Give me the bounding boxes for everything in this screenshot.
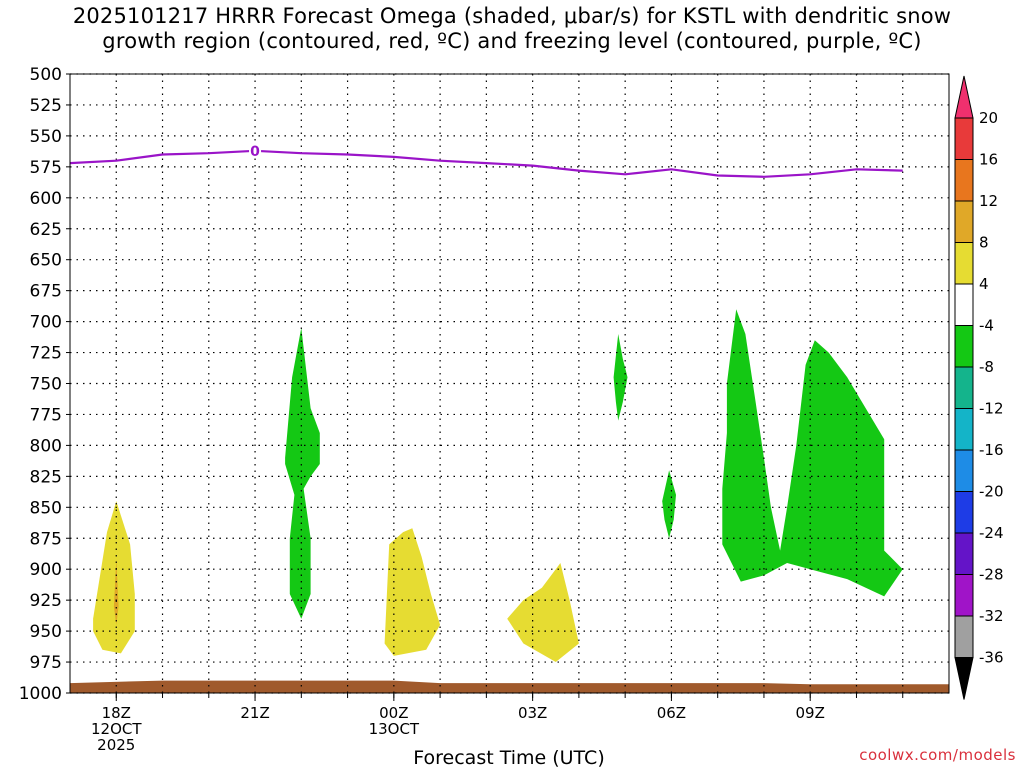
freezing-level-layer: 0 <box>69 141 903 178</box>
colorbar-label--24: -24 <box>979 524 1004 542</box>
omega-region-sink-04z <box>613 334 628 421</box>
omega-region-rise-03z <box>507 563 579 662</box>
freezing-level-label-bg <box>249 141 262 158</box>
x-tick-label-18Z-1: 12OCT <box>91 720 142 738</box>
y-axis: 500 525 550 575 600 625 650 675 700 725 750 775 800 8… <box>19 65 70 704</box>
y-tick-label-1000: 1000 <box>19 684 62 704</box>
colorbar-label--12: -12 <box>979 400 1004 418</box>
chart-title: 2025101217 HRRR Forecast Omega (shaded, … <box>0 4 1024 54</box>
colorbar-label-4: 4 <box>979 275 989 293</box>
y-tick-label-525: 525 <box>30 96 62 116</box>
colorbar-bin-11 <box>954 532 974 575</box>
colorbar-bin-7 <box>954 366 974 409</box>
chart-title-line-1: 2025101217 HRRR Forecast Omega (shaded, … <box>72 4 952 28</box>
colorbar-label--4: -4 <box>979 317 994 335</box>
y-tick-label-700: 700 <box>30 313 62 333</box>
y-tick-label-925: 925 <box>30 591 62 611</box>
colorbar-top-arrow <box>954 75 974 119</box>
colorbar-bin-12 <box>954 574 974 617</box>
y-tick-label-600: 600 <box>30 189 62 209</box>
y-tick-label-800: 800 <box>30 436 62 456</box>
colorbar-bin-6 <box>954 325 974 368</box>
y-tick-label-625: 625 <box>30 220 62 240</box>
freezing-level-label: 0 <box>250 144 260 160</box>
x-tick-label-21Z-0: 21Z <box>240 704 269 722</box>
y-tick-label-675: 675 <box>30 282 62 302</box>
x-tick-label-06Z-0: 06Z <box>657 704 686 722</box>
colorbar-bin-10 <box>954 491 974 534</box>
watermark: coolwx.com/models <box>859 746 1016 764</box>
colorbar-label--36: -36 <box>979 649 1004 667</box>
y-tick-label-575: 575 <box>30 158 62 178</box>
y-tick-label-975: 975 <box>30 653 62 673</box>
colorbar-bin-9 <box>954 449 974 492</box>
colorbar: 20 16 12 8 4 -4 -8 -12 -16 -20 -24 -28 -32 -36 <box>954 75 1004 700</box>
colorbar-label-12: 12 <box>979 192 998 210</box>
colorbar-bin-13 <box>954 615 974 658</box>
y-tick-label-875: 875 <box>30 529 62 549</box>
y-tick-label-500: 500 <box>30 65 62 85</box>
y-tick-label-825: 825 <box>30 467 62 487</box>
colorbar-bin-4 <box>954 242 974 285</box>
y-tick-label-950: 950 <box>30 622 62 642</box>
ground-fill <box>70 680 949 693</box>
colorbar-bottom-arrow <box>954 657 974 700</box>
omega-region-sink-05z <box>662 470 676 539</box>
colorbar-label--8: -8 <box>979 358 994 376</box>
colorbar-label--20: -20 <box>979 483 1004 501</box>
chart-title-line-2: growth region (contoured, red, ºC) and f… <box>102 29 922 53</box>
omega-region-rise-18z <box>93 501 135 654</box>
freezing-level-line <box>69 149 903 178</box>
y-tick-label-550: 550 <box>30 127 62 147</box>
omega-region-rise-18z-core <box>113 559 119 625</box>
x-tick-label-18Z-2: 2025 <box>97 736 135 754</box>
colorbar-bin-5 <box>954 283 974 326</box>
colorbar-bin-2 <box>954 159 974 202</box>
x-tick-label-00Z-0: 00Z <box>379 704 408 722</box>
omega-region-rise-00z <box>384 528 441 656</box>
ground-layer <box>70 680 949 693</box>
y-tick-label-725: 725 <box>30 344 62 364</box>
y-tick-label-850: 850 <box>30 498 62 518</box>
colorbar-bin-3 <box>954 200 974 243</box>
omega-region-sink-07z-10z <box>722 309 903 597</box>
x-tick-label-18Z-0: 18Z <box>102 704 131 722</box>
colorbar-bin-1 <box>954 117 974 160</box>
y-tick-label-775: 775 <box>30 405 62 425</box>
y-tick-label-900: 900 <box>30 560 62 580</box>
colorbar-label-20: 20 <box>979 109 998 127</box>
y-tick-label-750: 750 <box>30 375 62 395</box>
x-axis-label: Forecast Time (UTC) <box>413 747 604 768</box>
y-tick-label-650: 650 <box>30 251 62 271</box>
omega-shaded-regions <box>93 309 903 662</box>
omega-region-sink-22z <box>285 327 320 619</box>
x-tick-label-09Z-0: 09Z <box>796 704 825 722</box>
x-tick-label-03Z-0: 03Z <box>518 704 547 722</box>
colorbar-label--32: -32 <box>979 607 1004 625</box>
colorbar-label-16: 16 <box>979 151 998 169</box>
colorbar-bin-8 <box>954 408 974 451</box>
colorbar-label-8: 8 <box>979 234 989 252</box>
colorbar-label--16: -16 <box>979 441 1004 459</box>
colorbar-label--28: -28 <box>979 566 1004 584</box>
x-tick-label-00Z-1: 13OCT <box>369 720 420 738</box>
